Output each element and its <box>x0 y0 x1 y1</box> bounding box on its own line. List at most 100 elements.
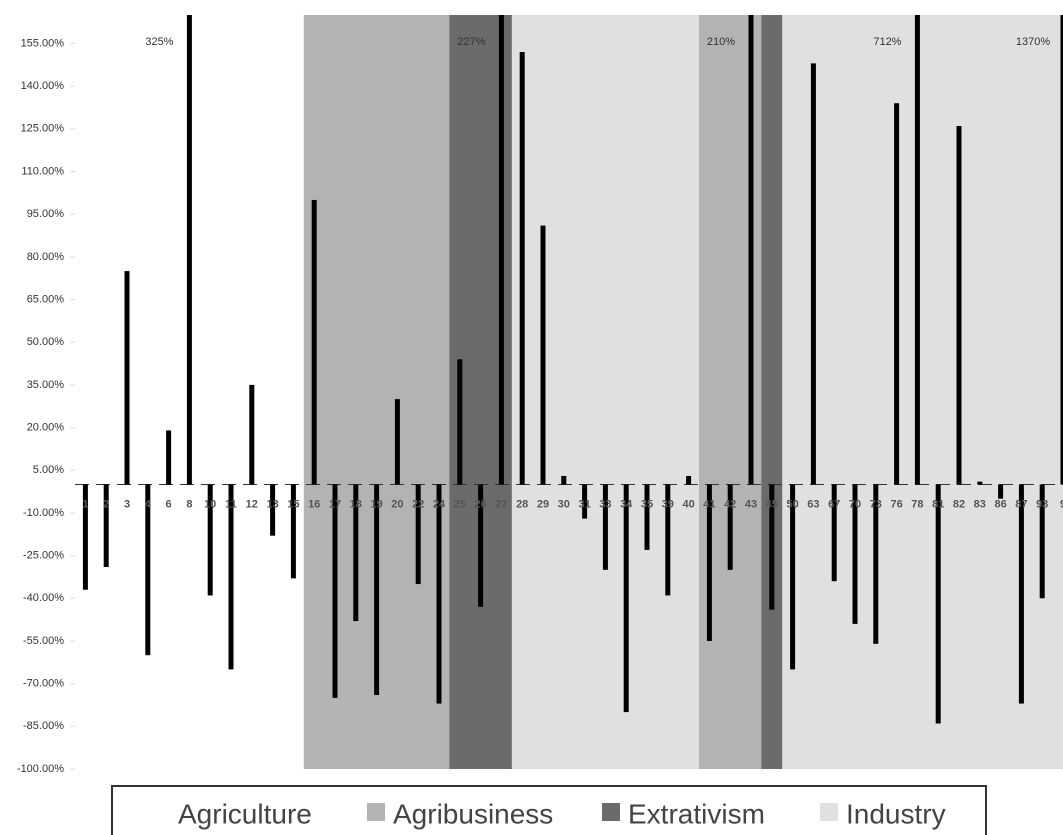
bar <box>894 103 900 485</box>
sector-band <box>844 15 866 769</box>
x-tick-label: 27 <box>495 498 507 510</box>
bar <box>332 484 338 698</box>
sector-band <box>678 15 700 769</box>
x-tick-label: 1 <box>82 498 88 510</box>
x-tick-label: 20 <box>391 498 403 510</box>
y-tick-label: -25.00% <box>23 550 64 562</box>
sector-band <box>324 15 346 769</box>
sector-band <box>823 15 846 769</box>
x-tick-label: 15 <box>287 498 299 510</box>
bar <box>415 484 421 585</box>
x-tick-label: 82 <box>953 498 965 510</box>
sector-band <box>615 15 638 769</box>
x-tick-label: 31 <box>578 498 590 510</box>
x-tick-label: 24 <box>433 498 446 510</box>
legend-label: Industry <box>846 798 946 829</box>
bar <box>353 484 359 622</box>
sector-band <box>1031 15 1054 769</box>
x-tick-label: 42 <box>724 498 736 510</box>
bar <box>1039 484 1045 599</box>
value-label: 210% <box>707 36 735 48</box>
x-tick-label: 10 <box>204 498 216 510</box>
x-tick-label: 50 <box>786 498 798 510</box>
x-tick-label: 19 <box>370 498 382 510</box>
bar <box>498 15 504 485</box>
x-tick-label: 9 <box>1060 498 1063 510</box>
value-label: 1370% <box>1016 36 1050 48</box>
x-tick-label: 41 <box>703 498 715 510</box>
sector-band <box>75 15 97 769</box>
x-tick-label: 63 <box>807 498 819 510</box>
bar <box>290 484 296 579</box>
sector-band <box>283 15 305 769</box>
sector-band <box>595 15 617 769</box>
bar <box>706 484 712 641</box>
bar <box>82 484 88 590</box>
bar <box>311 199 317 485</box>
x-tick-label: 35 <box>641 498 653 510</box>
value-label: 712% <box>873 36 901 48</box>
sector-band <box>137 15 159 769</box>
bar <box>1018 484 1024 704</box>
bar <box>540 225 546 485</box>
bar <box>103 484 109 567</box>
legend-label: Agriculture <box>178 798 312 829</box>
bar <box>914 15 920 485</box>
x-tick-label: 13 <box>266 498 278 510</box>
x-tick-label: 28 <box>516 498 528 510</box>
bar <box>956 125 962 485</box>
x-tick-label: 6 <box>166 498 172 510</box>
sector-band <box>95 15 118 769</box>
x-tick-label: 33 <box>599 498 611 510</box>
sector-band <box>199 15 222 769</box>
bar <box>436 484 442 704</box>
x-tick-label: 76 <box>890 498 902 510</box>
bar <box>623 484 629 713</box>
x-tick-label: 2 <box>103 498 109 510</box>
sector-band <box>636 15 658 769</box>
x-tick-label: 87 <box>1015 498 1027 510</box>
value-label: 325% <box>145 36 173 48</box>
bar <box>686 475 692 485</box>
y-tick-label: 80.00% <box>27 251 65 263</box>
x-tick-label: 93 <box>1036 498 1048 510</box>
sector-band <box>865 15 887 769</box>
x-tick-label: 8 <box>186 498 192 510</box>
legend-swatch <box>820 803 838 821</box>
bar <box>769 484 775 610</box>
x-tick-label: 11 <box>225 498 237 510</box>
bar <box>935 484 941 724</box>
y-tick-label: -55.00% <box>23 635 64 647</box>
x-tick-label: 81 <box>932 498 944 510</box>
bar <box>602 484 608 570</box>
bar <box>561 475 567 485</box>
y-tick-label: 5.00% <box>33 464 64 476</box>
x-tick-label: 30 <box>558 498 570 510</box>
legend-box <box>111 785 987 835</box>
bar <box>977 481 983 485</box>
x-tick-label: 67 <box>828 498 840 510</box>
x-tick-label: 25 <box>454 498 466 510</box>
sector-bands <box>75 15 1063 769</box>
x-tick-label: 86 <box>994 498 1006 510</box>
sector-band <box>719 15 742 769</box>
plot-area <box>75 15 1063 724</box>
x-tick-label: 3 <box>124 498 130 510</box>
x-tick-label: 26 <box>474 498 486 510</box>
bar <box>790 484 796 670</box>
legend-label: Agribusiness <box>393 798 553 829</box>
bar <box>124 271 130 485</box>
bar <box>748 15 754 485</box>
y-tick-label: 95.00% <box>27 208 65 220</box>
bar <box>270 484 276 536</box>
y-tick-label: 125.00% <box>21 123 65 135</box>
bar <box>998 484 1004 499</box>
x-tick-label: 22 <box>412 498 424 510</box>
sector-band <box>470 15 492 769</box>
x-tick-label: 34 <box>620 498 633 510</box>
bar <box>145 484 151 656</box>
legend-swatch <box>152 803 170 821</box>
x-tick-label: 70 <box>849 498 861 510</box>
bar <box>810 63 816 485</box>
bar <box>207 484 213 596</box>
